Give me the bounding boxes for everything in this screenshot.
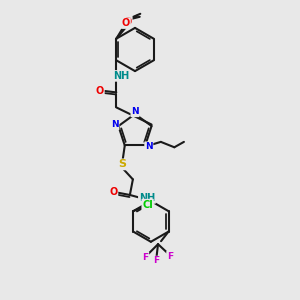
Text: NH: NH [139, 193, 155, 203]
Text: N: N [131, 107, 139, 116]
Text: O: O [96, 86, 104, 96]
Text: S: S [118, 159, 126, 170]
Text: F: F [142, 253, 148, 262]
Text: O: O [109, 187, 118, 197]
Text: O: O [124, 16, 132, 27]
Text: O: O [122, 18, 130, 28]
Text: N: N [111, 120, 119, 129]
Text: F: F [154, 256, 160, 266]
Text: N: N [145, 142, 153, 151]
Text: Cl: Cl [142, 200, 153, 210]
Text: NH: NH [114, 71, 130, 81]
Text: F: F [167, 252, 173, 261]
